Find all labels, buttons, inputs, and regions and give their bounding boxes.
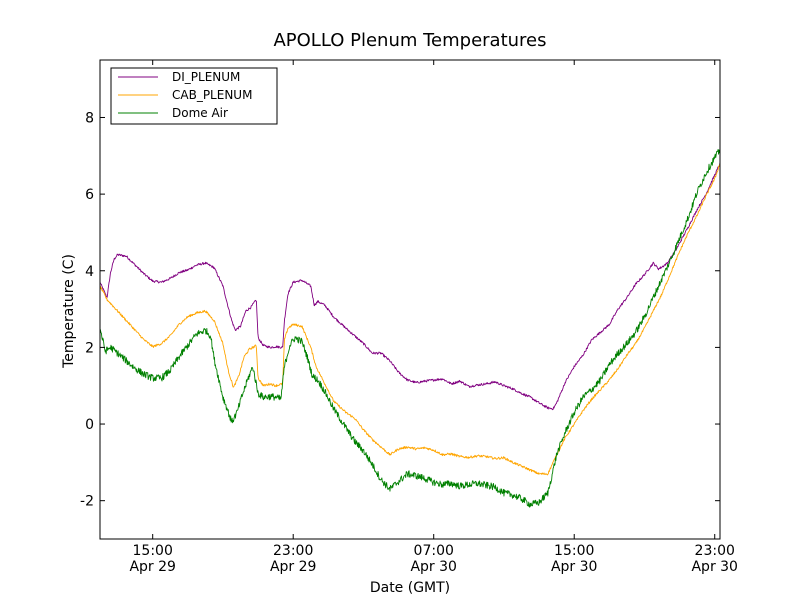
x-tick-time-2: 07:00 bbox=[414, 543, 454, 559]
legend-label-cab-plenum: CAB_PLENUM bbox=[172, 88, 252, 102]
x-tick-date-4: Apr 30 bbox=[691, 559, 737, 575]
legend-label-di-plenum: DI_PLENUM bbox=[172, 70, 240, 84]
y-tick-label-4: 4 bbox=[85, 264, 94, 280]
x-tick-date-1: Apr 29 bbox=[270, 559, 316, 575]
y-tick-label-neg2: -2 bbox=[80, 494, 94, 510]
x-tick-date-3: Apr 30 bbox=[551, 559, 597, 575]
legend: DI_PLENUM CAB_PLENUM Dome Air bbox=[110, 67, 278, 125]
x-tick-time-1: 23:00 bbox=[273, 543, 313, 559]
chart-title: APOLLO Plenum Temperatures bbox=[273, 30, 546, 51]
x-tick-time-3: 15:00 bbox=[554, 543, 594, 559]
series-line-cab-plenum bbox=[99, 163, 721, 476]
series-line-di-plenum bbox=[99, 162, 721, 411]
y-tick-label-0: 0 bbox=[85, 417, 94, 433]
plot-frame bbox=[99, 59, 721, 540]
x-tick-date-2: Apr 30 bbox=[410, 559, 456, 575]
y-axis-title: Temperature (C) bbox=[61, 254, 77, 369]
series-layer bbox=[99, 148, 721, 508]
x-axis-title: Date (GMT) bbox=[370, 580, 450, 596]
y-tick-label-6: 6 bbox=[85, 187, 94, 203]
y-tick-label-8: 8 bbox=[85, 110, 94, 126]
x-tick-time-0: 15:00 bbox=[133, 543, 173, 559]
x-tick-time-4: 23:00 bbox=[695, 543, 735, 559]
x-tick-date-0: Apr 29 bbox=[129, 559, 175, 575]
y-tick-label-2: 2 bbox=[85, 340, 94, 356]
series-line-dome-air bbox=[99, 148, 721, 508]
legend-label-dome-air: Dome Air bbox=[172, 106, 228, 120]
